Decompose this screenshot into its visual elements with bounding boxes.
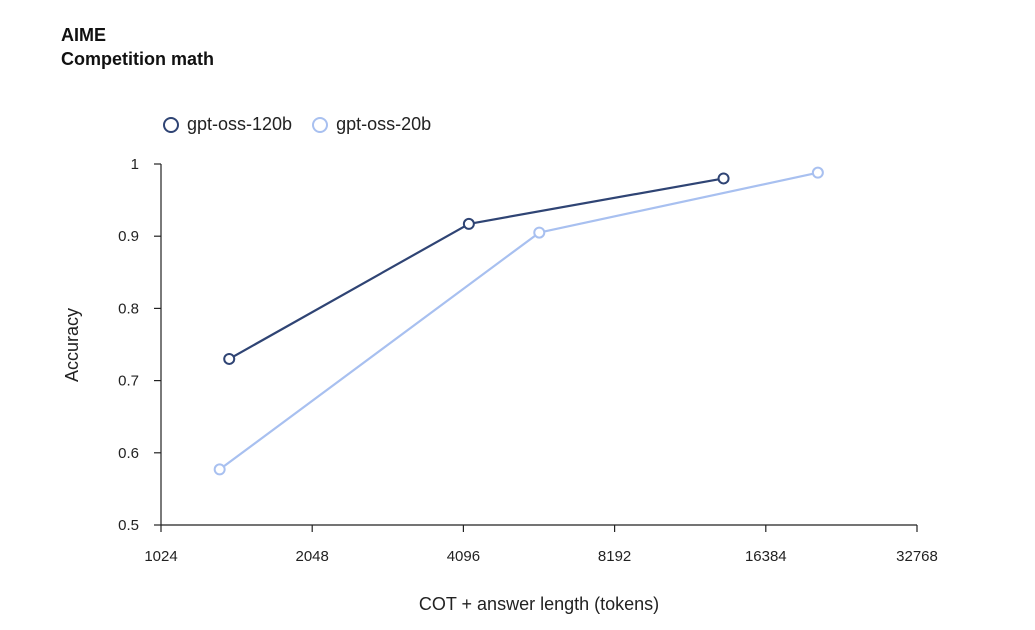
legend-item-gpt-oss-120b[interactable]: gpt-oss-120b [163, 114, 292, 135]
x-tick-label: 4096 [447, 548, 480, 565]
data-point-gpt-oss-120b-0[interactable] [223, 352, 236, 365]
series-line-gpt-oss-20b [219, 171, 819, 471]
data-point-gpt-oss-20b-1[interactable] [533, 226, 546, 239]
y-tick-label: 0.7 [118, 373, 139, 390]
y-tick-label: 0.9 [118, 228, 139, 245]
y-tick-label: 0.8 [118, 300, 139, 317]
chart-title-block: AIME Competition math [61, 23, 214, 71]
x-tick-label: 1024 [144, 548, 177, 565]
chart-title: AIME [61, 25, 106, 45]
x-tick-label: 8192 [598, 548, 631, 565]
chart-subtitle: Competition math [61, 49, 214, 69]
legend-item-gpt-oss-20b[interactable]: gpt-oss-20b [312, 114, 431, 135]
data-point-gpt-oss-120b-2[interactable] [717, 172, 730, 185]
axes: 0.5 0.6 0.7 0.8 0.9 1 1024 2048 4096 8192 16384 327… [118, 156, 938, 565]
y-axis-label: Accuracy [62, 308, 82, 382]
data-point-gpt-oss-20b-0[interactable] [213, 463, 226, 476]
series-line-gpt-oss-120b [228, 177, 724, 360]
y-tick-label: 1 [131, 156, 139, 173]
chart-legend: gpt-oss-120b gpt-oss-20b [163, 114, 431, 135]
x-tick-label: 2048 [296, 548, 329, 565]
x-axis-label: COT + answer length (tokens) [419, 594, 659, 614]
legend-label: gpt-oss-120b [187, 114, 293, 134]
y-tick-label: 0.5 [118, 517, 139, 534]
y-tick-label: 0.6 [118, 445, 139, 462]
legend-marker-circle-icon [163, 116, 179, 133]
data-point-gpt-oss-120b-1[interactable] [462, 217, 475, 230]
x-tick-label: 32768 [896, 548, 938, 565]
x-tick-label: 16384 [745, 548, 787, 565]
series-layer [213, 166, 824, 476]
legend-marker-circle-icon [312, 116, 329, 133]
data-point-gpt-oss-20b-2[interactable] [811, 166, 824, 179]
legend-label: gpt-oss-20b [336, 114, 432, 134]
